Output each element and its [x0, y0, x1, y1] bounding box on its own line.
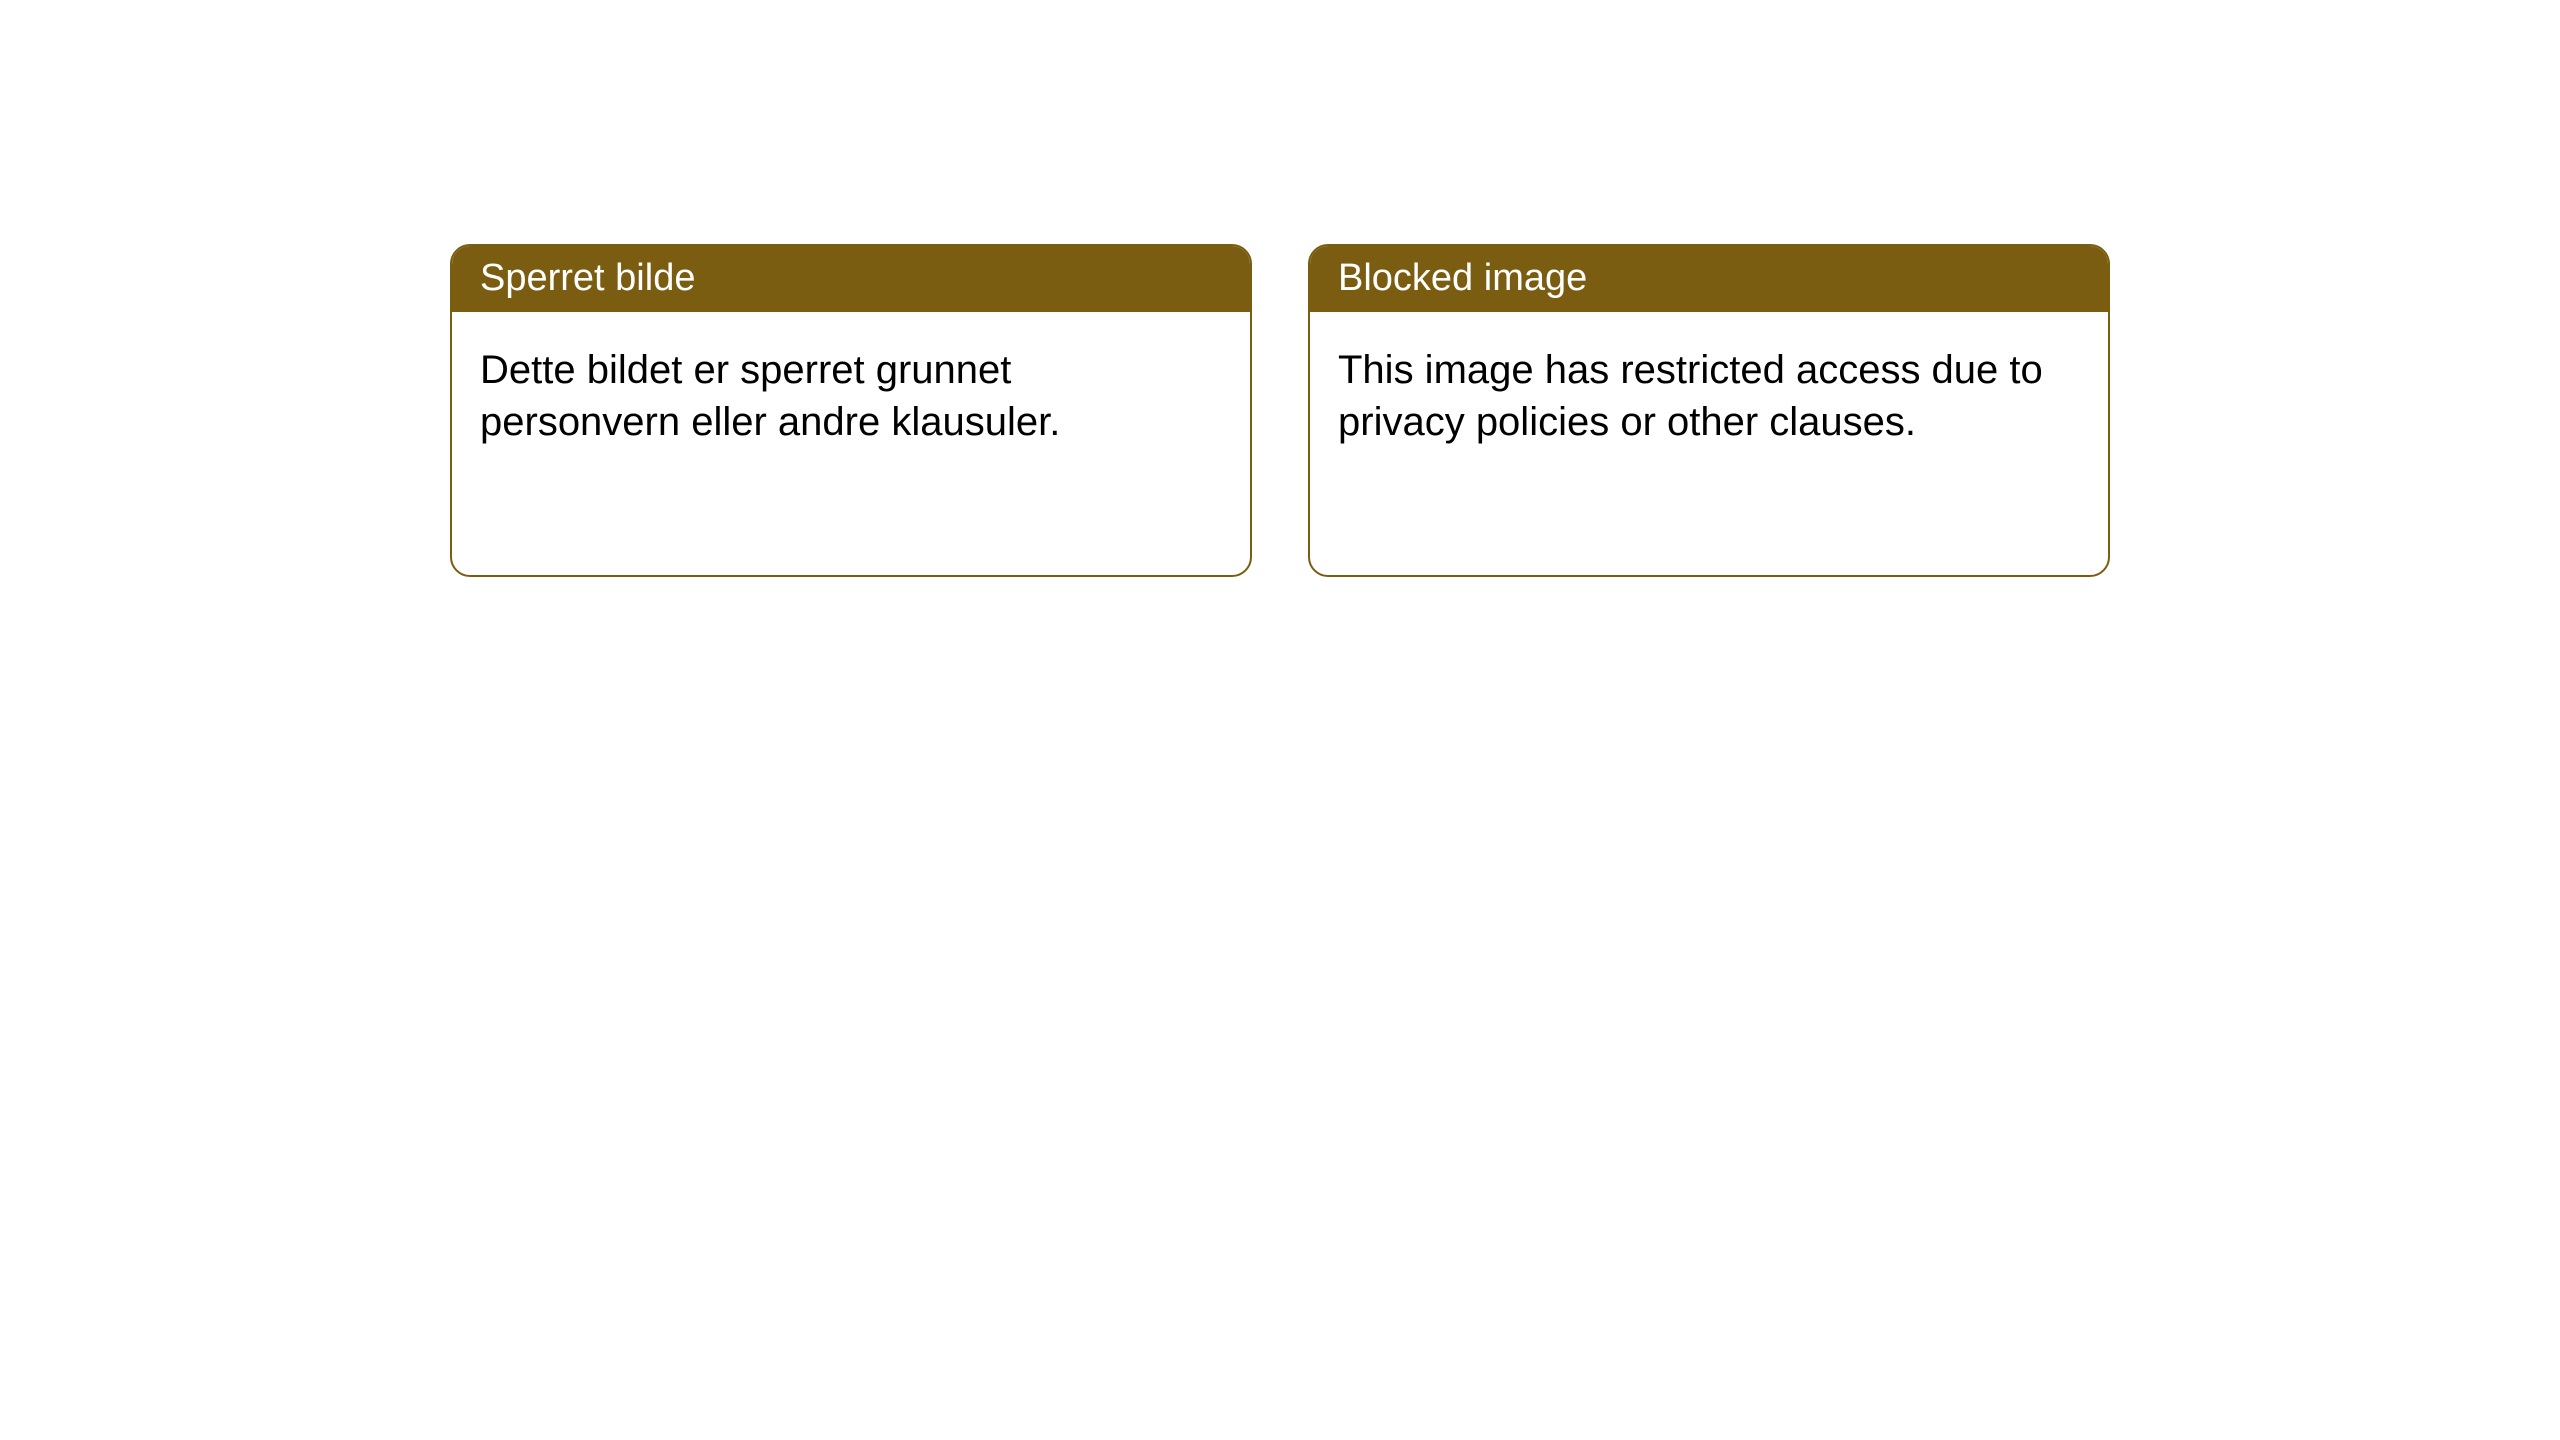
- card-header: Sperret bilde: [452, 246, 1250, 312]
- card-title: Blocked image: [1338, 257, 1587, 299]
- card-header: Blocked image: [1310, 246, 2108, 312]
- notice-card-english: Blocked image This image has restricted …: [1308, 244, 2110, 577]
- notice-card-norwegian: Sperret bilde Dette bildet er sperret gr…: [450, 244, 1252, 577]
- card-body: This image has restricted access due to …: [1310, 312, 2108, 480]
- card-message: Dette bildet er sperret grunnet personve…: [480, 348, 1060, 444]
- card-body: Dette bildet er sperret grunnet personve…: [452, 312, 1250, 480]
- card-title: Sperret bilde: [480, 257, 695, 299]
- card-message: This image has restricted access due to …: [1338, 348, 2043, 444]
- notice-cards-container: Sperret bilde Dette bildet er sperret gr…: [450, 244, 2110, 577]
